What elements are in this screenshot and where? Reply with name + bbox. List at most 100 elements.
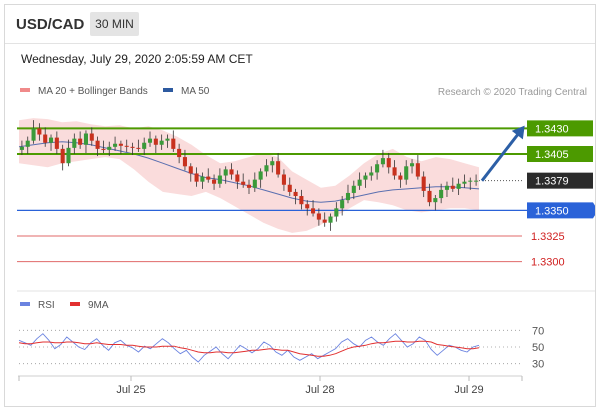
candle-body xyxy=(171,138,176,149)
candle-body xyxy=(31,128,36,141)
timeframe-button[interactable]: 30 MIN xyxy=(90,12,139,36)
candle-body xyxy=(404,166,409,180)
candle-body xyxy=(421,176,426,191)
bollinger-bands xyxy=(19,118,479,233)
candle-body xyxy=(37,128,42,135)
forecast-arrow xyxy=(480,125,525,182)
candle-body xyxy=(177,148,182,158)
candle-body xyxy=(212,179,217,184)
x-tick-label: Jul 29 xyxy=(454,384,483,396)
candle-body xyxy=(223,169,228,176)
candle-body xyxy=(200,176,205,182)
price-level-label: 1.3405 xyxy=(535,149,569,161)
candle-body xyxy=(78,138,83,145)
price-axis-labels: 1.3430 1.3405 1.3379 1.3350 1.3325 1.3300 xyxy=(527,120,595,269)
candle-body xyxy=(316,213,321,220)
candle-body xyxy=(398,175,403,180)
candle-body xyxy=(101,148,106,150)
candle-body xyxy=(380,158,385,165)
candle-body xyxy=(462,181,467,184)
price-level-badge xyxy=(527,146,593,162)
forecast-arrow-shaft xyxy=(480,129,523,182)
candle-body xyxy=(136,147,141,149)
x-tick-label: Jul 25 xyxy=(116,384,145,396)
price-level-badge xyxy=(527,120,593,137)
credit-label: Research © 2020 Trading Central xyxy=(438,87,587,98)
candle-body xyxy=(235,174,240,182)
candle-body xyxy=(311,208,316,214)
candle-body xyxy=(299,196,304,205)
price-level-label: 1.3430 xyxy=(535,123,569,135)
price-level-label: 1.3350 xyxy=(535,205,569,217)
candle-body xyxy=(89,133,94,141)
rsi-level-label: 30 xyxy=(532,359,544,371)
candle-body xyxy=(392,167,397,176)
candle-body xyxy=(217,175,222,184)
candle-body xyxy=(246,184,252,188)
rsi-legend-label: RSI xyxy=(38,300,55,311)
rsi-ma-legend-label: 9MA xyxy=(88,300,109,311)
candle-body xyxy=(124,145,129,147)
chart-header: USD/CAD 30 MIN xyxy=(5,5,595,44)
bollinger-legend-swatch xyxy=(20,88,30,92)
candle-body xyxy=(258,171,263,180)
candle-body xyxy=(66,147,71,164)
candle-body xyxy=(474,180,479,182)
candle-body xyxy=(142,142,147,149)
candle-body xyxy=(351,185,356,193)
candle-body xyxy=(165,138,170,141)
candle-body xyxy=(72,138,77,148)
candle-body xyxy=(439,189,444,199)
candle-body xyxy=(281,174,286,185)
price-level-label: 1.3379 xyxy=(535,176,569,188)
candle-body xyxy=(322,219,327,223)
candle-body xyxy=(153,138,158,145)
price-chart: MA 20 + Bollinger Bands MA 50 Research ©… xyxy=(17,86,595,396)
candle-body xyxy=(456,183,461,189)
candle-body xyxy=(276,161,281,175)
bollinger-legend-label: MA 20 + Bollinger Bands xyxy=(38,86,148,97)
rsi-level-label: 70 xyxy=(532,325,544,337)
candle-body xyxy=(48,137,54,143)
ma50-legend-swatch xyxy=(163,88,173,92)
rsi-lines xyxy=(18,333,480,363)
candle-body xyxy=(130,146,135,148)
candle-body xyxy=(270,161,275,166)
candle-body xyxy=(345,192,351,201)
candle-body xyxy=(293,191,298,197)
rsi-path xyxy=(18,333,480,363)
candle-body xyxy=(287,184,292,192)
candle-body xyxy=(328,216,333,223)
candle-body xyxy=(375,164,380,173)
candle-body xyxy=(340,200,345,209)
price-level-label: 1.3300 xyxy=(531,257,565,269)
candle-body xyxy=(118,143,123,146)
bollinger-band-area xyxy=(19,118,479,233)
candle-body xyxy=(433,198,438,203)
price-levels xyxy=(17,127,527,263)
candle-body xyxy=(19,146,24,150)
candle-body xyxy=(334,208,339,217)
candle-body xyxy=(386,158,391,168)
rsi-levels: 70 50 30 xyxy=(19,325,544,371)
candle-body xyxy=(427,190,432,203)
candle-body xyxy=(159,140,164,145)
candle-body xyxy=(147,138,153,143)
chart-datetime: Wednesday, July 29, 2020 2:05:59 AM CET xyxy=(21,52,253,66)
chart-frame: USD/CAD 30 MIN Wednesday, July 29, 2020 … xyxy=(4,4,596,407)
symbol-title: USD/CAD xyxy=(16,16,85,33)
candle-body xyxy=(54,137,59,149)
rsi-ma-legend-swatch xyxy=(70,302,80,306)
candle-body xyxy=(182,157,187,167)
candle-body xyxy=(60,148,65,164)
candle-body xyxy=(188,166,193,174)
candle-body xyxy=(468,180,473,182)
candle-body xyxy=(410,163,415,167)
candle-body xyxy=(444,185,450,190)
forecast-arrow-head xyxy=(511,125,525,140)
price-level-label: 1.3325 xyxy=(531,231,565,243)
candle-body xyxy=(25,140,30,147)
candle-body xyxy=(43,134,48,143)
price-level-badge xyxy=(527,202,593,219)
candlesticks xyxy=(19,120,479,231)
